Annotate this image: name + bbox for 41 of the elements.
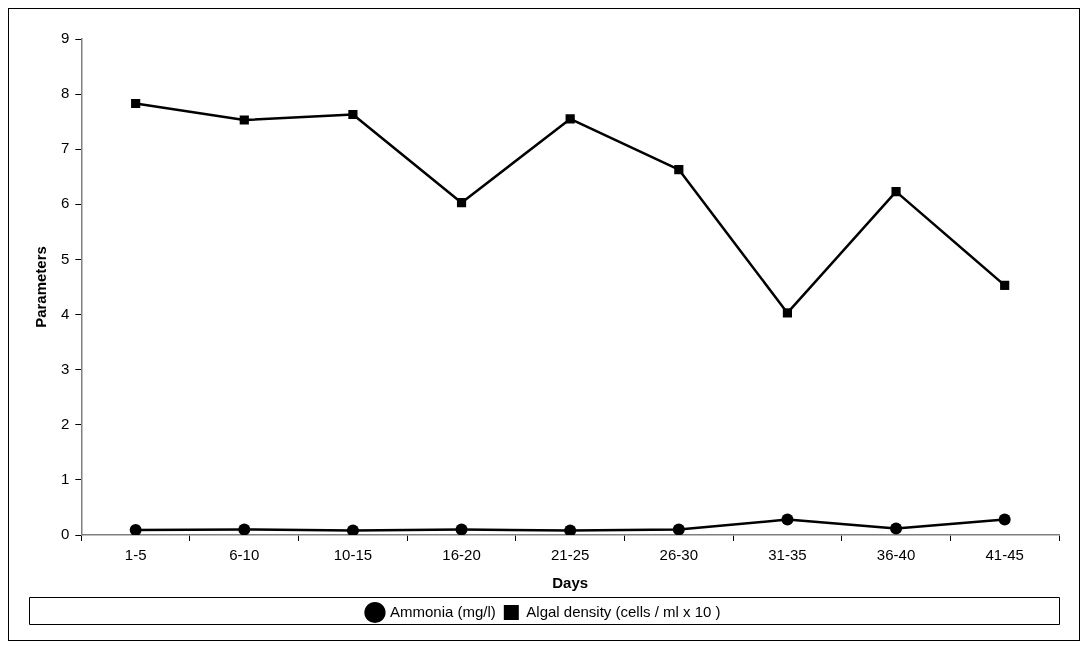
legend-label: Ammonia (mg/l) <box>389 602 496 620</box>
point <box>782 308 793 318</box>
point <box>346 524 359 535</box>
y-tick-label: 1 <box>61 470 70 488</box>
point <box>1000 280 1010 290</box>
legend-label: Algal density (cells / ml x 10 ) <box>526 602 721 620</box>
y-axis-title: Parameters <box>32 246 50 328</box>
point <box>238 523 251 535</box>
point <box>891 187 901 197</box>
y-tick-label: 2 <box>61 414 70 432</box>
x-tick-label: 36-40 <box>876 546 916 564</box>
y-tick-label: 5 <box>61 249 70 267</box>
point <box>781 513 794 526</box>
point <box>564 524 577 535</box>
x-tick-label: 10-15 <box>333 546 373 564</box>
x-axis-title: Days <box>552 574 589 592</box>
point <box>890 522 903 535</box>
y-tick-label: 7 <box>61 139 70 157</box>
x-tick-label: 16-20 <box>442 546 481 564</box>
point <box>565 114 575 124</box>
x-tick-label: 26-30 <box>659 546 698 564</box>
x-tick-label: 41-45 <box>985 546 1024 564</box>
y-tick-label: 3 <box>61 359 70 377</box>
y-tick-label: 0 <box>61 525 70 543</box>
y-tick-label: 6 <box>61 194 70 212</box>
point <box>131 98 141 109</box>
point <box>672 523 685 535</box>
point <box>129 524 142 535</box>
x-tick-label: 6-10 <box>229 546 260 564</box>
point <box>674 165 684 175</box>
point <box>998 513 1011 526</box>
point <box>455 523 468 535</box>
x-tick-label: 1-5 <box>124 546 147 564</box>
y-tick-label: 9 <box>61 29 70 47</box>
y-tick-label: 4 <box>61 304 70 322</box>
point <box>456 198 467 208</box>
point <box>348 109 358 120</box>
x-tick-label: 21-25 <box>550 546 590 564</box>
y-tick-label: 8 <box>61 84 70 102</box>
x-tick-label: 31-35 <box>768 546 807 564</box>
point <box>239 115 249 125</box>
